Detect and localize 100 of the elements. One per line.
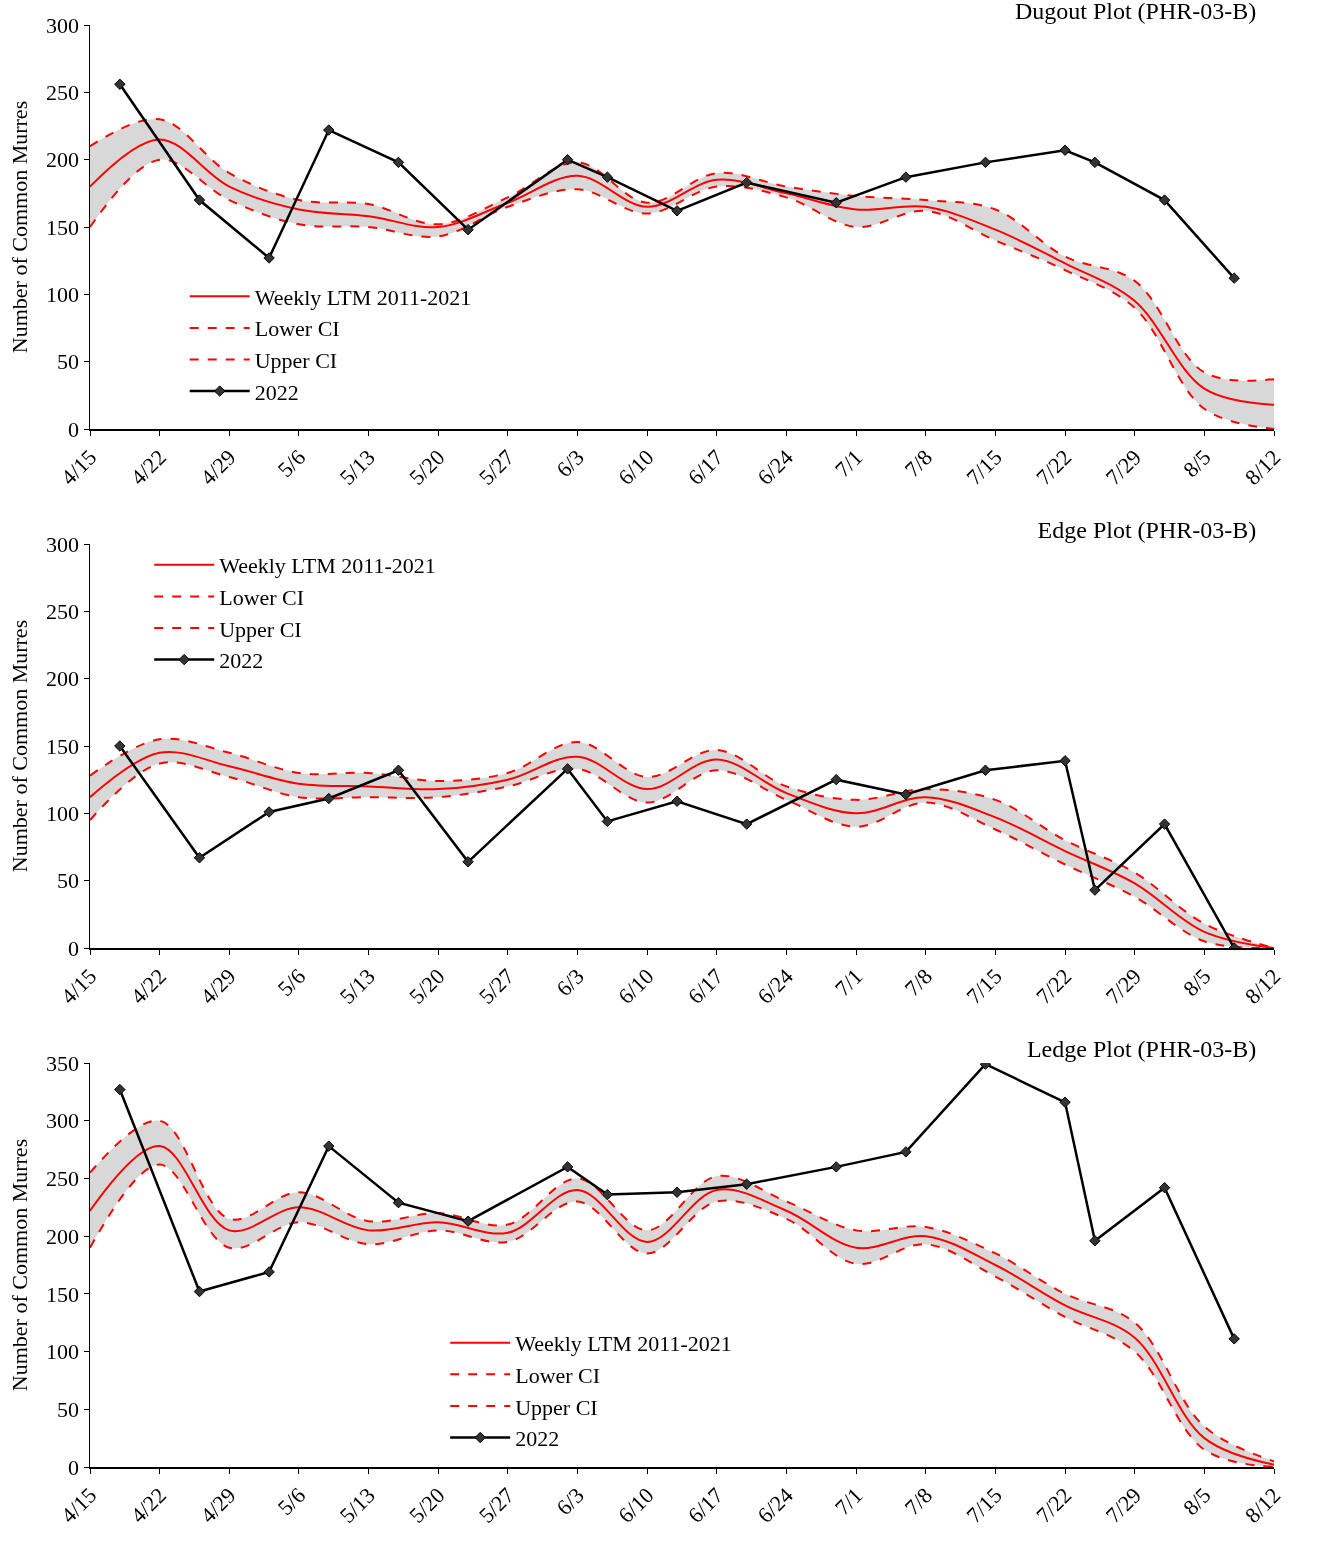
x-tick-label: 5/13 (334, 444, 380, 490)
point (671, 795, 683, 807)
point (462, 223, 474, 236)
x-tick-label: 6/24 (752, 963, 798, 1009)
y-tick-label: 250 (46, 80, 80, 106)
point (462, 1215, 474, 1227)
y-tick-label: 200 (46, 147, 80, 173)
point (114, 740, 126, 752)
point (114, 1083, 126, 1096)
y-tick-label: 350 (46, 1050, 80, 1076)
x-tick-label: 7/8 (899, 1482, 938, 1521)
x-tick-label: 7/1 (829, 963, 868, 1002)
x-tick-label: 4/15 (55, 444, 102, 490)
x-tick-label: 7/29 (1100, 444, 1147, 490)
x-tick-label: 8/12 (1239, 1482, 1286, 1528)
chart-title: Edge Plot (PHR-03-B) (1037, 517, 1257, 544)
point (979, 764, 992, 776)
x-tick-label: 6/24 (752, 444, 798, 490)
x-tick-label: 7/1 (829, 1482, 868, 1521)
point (193, 852, 206, 864)
x-tick-label: 5/20 (404, 444, 450, 490)
point (830, 1161, 842, 1173)
point (900, 788, 912, 801)
y-tick-label: 200 (46, 1223, 80, 1249)
x-tick-label: 6/17 (682, 1482, 729, 1528)
legend-label: Lower CI (219, 584, 305, 610)
x-tick-label: 7/15 (961, 963, 1007, 1009)
x-tick-label: 4/22 (125, 963, 171, 1009)
x-tick-label: 5/13 (334, 1482, 380, 1528)
x-tick-label: 4/22 (125, 1482, 171, 1528)
x-tick-label: 4/29 (195, 1482, 241, 1528)
point (561, 1161, 574, 1173)
point (1158, 818, 1171, 830)
legend-label: Weekly LTM 2011-2021 (219, 553, 436, 579)
y-tick-label: 50 (57, 349, 80, 375)
point (1089, 1235, 1101, 1247)
legend-label: Lower CI (254, 316, 340, 342)
x-tick-label: 6/10 (613, 1482, 659, 1528)
point (900, 171, 912, 183)
chart-title: Dugout Plot (PHR-03-B) (1014, 0, 1257, 25)
x-tick-label: 5/6 (272, 1482, 311, 1521)
point (979, 156, 992, 169)
x-tick-label: 5/20 (404, 963, 450, 1009)
legend-label: 2022 (254, 379, 299, 405)
point (392, 1196, 405, 1209)
x-tick-label: 7/1 (829, 444, 868, 483)
y-tick-label: 0 (68, 1454, 80, 1480)
point (561, 763, 574, 775)
y-tick-label: 250 (46, 1166, 80, 1192)
point (193, 1285, 206, 1298)
x-tick-label: 4/22 (125, 444, 171, 490)
point (671, 205, 683, 217)
point (1089, 156, 1101, 169)
y-tick-label: 150 (46, 733, 80, 759)
y-axis-title: Number of Common Murres (7, 1138, 33, 1392)
point (263, 1266, 275, 1278)
x-tick-label: 5/27 (473, 963, 520, 1009)
x-tick-label: 5/27 (473, 1482, 520, 1528)
x-tick-label: 7/8 (899, 963, 938, 1002)
x-tick-label: 4/29 (195, 963, 241, 1009)
x-tick-label: 8/5 (1178, 1482, 1216, 1521)
point (671, 1186, 683, 1198)
y-axis-title: Number of Common Murres (7, 619, 33, 873)
point (830, 197, 842, 209)
y-tick-label: 100 (46, 801, 80, 827)
point (323, 792, 335, 805)
x-tick-label: 6/17 (682, 963, 729, 1009)
x-tick-label: 7/29 (1100, 963, 1147, 1009)
point (392, 764, 405, 776)
point (114, 78, 126, 90)
x-tick-label: 5/27 (473, 444, 520, 490)
point (263, 252, 275, 264)
point (193, 194, 206, 206)
legend-label: 2022 (515, 1426, 560, 1452)
point (1059, 144, 1071, 156)
x-tick-label: 6/10 (613, 444, 659, 490)
point (263, 806, 275, 818)
x-tick-label: 8/5 (1178, 444, 1216, 483)
x-tick-label: 6/10 (613, 963, 659, 1009)
point (601, 171, 614, 183)
legend-label: Upper CI (219, 616, 302, 642)
point (1158, 194, 1171, 206)
point (900, 1146, 912, 1158)
point (323, 124, 335, 136)
point (1059, 1096, 1071, 1108)
x-tick-label: 6/17 (682, 444, 729, 490)
x-tick-label: 6/3 (551, 444, 589, 483)
x-tick-label: 5/20 (404, 1482, 450, 1528)
x-tick-label: 7/15 (961, 444, 1007, 490)
x-tick-label: 8/12 (1239, 444, 1286, 490)
y-tick-label: 50 (57, 868, 80, 894)
legend-label: Weekly LTM 2011-2021 (254, 284, 472, 310)
x-tick-label: 7/29 (1100, 1482, 1147, 1528)
x-tick-label: 6/3 (551, 1482, 589, 1521)
point (323, 1140, 335, 1152)
y-tick-label: 150 (46, 1281, 80, 1307)
point (740, 1178, 753, 1190)
point (561, 153, 574, 166)
y-tick-label: 150 (46, 214, 80, 240)
x-tick-label: 4/29 (195, 444, 241, 490)
